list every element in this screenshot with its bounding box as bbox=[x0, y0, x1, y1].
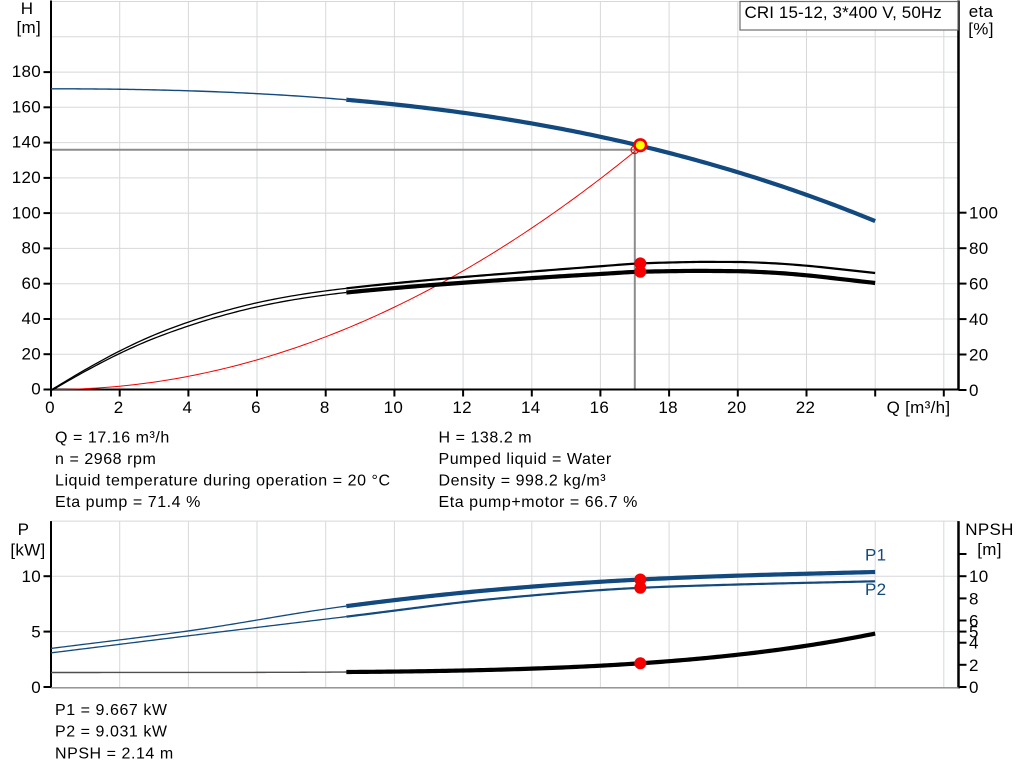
svg-text:120: 120 bbox=[12, 168, 41, 187]
svg-text:180: 180 bbox=[12, 62, 41, 81]
svg-text:[m]: [m] bbox=[977, 540, 1002, 559]
svg-text:Eta pump+motor = 66.7 %: Eta pump+motor = 66.7 % bbox=[439, 494, 638, 511]
svg-text:6: 6 bbox=[969, 611, 979, 630]
svg-text:140: 140 bbox=[12, 133, 41, 152]
svg-text:10: 10 bbox=[969, 567, 989, 586]
svg-text:40: 40 bbox=[969, 310, 989, 329]
svg-text:2: 2 bbox=[969, 656, 979, 675]
svg-text:0: 0 bbox=[31, 678, 41, 697]
svg-text:0: 0 bbox=[31, 380, 41, 399]
svg-text:80: 80 bbox=[21, 239, 41, 258]
svg-text:160: 160 bbox=[12, 97, 41, 116]
svg-text:P2: P2 bbox=[865, 580, 886, 599]
svg-text:10: 10 bbox=[21, 567, 41, 586]
svg-text:Q [m³/h]: Q [m³/h] bbox=[887, 398, 951, 417]
svg-text:20: 20 bbox=[969, 345, 989, 364]
svg-text:80: 80 bbox=[969, 239, 989, 258]
svg-text:2: 2 bbox=[114, 398, 124, 417]
svg-text:60: 60 bbox=[21, 274, 41, 293]
svg-text:Liquid temperature during oper: Liquid temperature during operation = 20… bbox=[55, 472, 391, 489]
svg-text:H = 138.2 m: H = 138.2 m bbox=[439, 430, 533, 447]
svg-text:20: 20 bbox=[21, 344, 41, 363]
svg-text:P: P bbox=[18, 520, 30, 539]
svg-text:P1: P1 bbox=[865, 545, 886, 564]
svg-text:40: 40 bbox=[21, 309, 41, 328]
svg-text:6: 6 bbox=[251, 398, 261, 417]
svg-text:0: 0 bbox=[969, 678, 979, 697]
svg-text:20: 20 bbox=[727, 398, 747, 417]
svg-text:60: 60 bbox=[969, 275, 989, 294]
svg-text:18: 18 bbox=[658, 398, 678, 417]
svg-text:eta: eta bbox=[969, 2, 994, 21]
svg-text:[%]: [%] bbox=[968, 20, 993, 39]
svg-text:12: 12 bbox=[452, 398, 472, 417]
svg-text:[kW]: [kW] bbox=[10, 540, 45, 559]
svg-text:4: 4 bbox=[969, 634, 979, 653]
svg-text:10: 10 bbox=[384, 398, 404, 417]
svg-text:P1 = 9.667 kW: P1 = 9.667 kW bbox=[55, 702, 168, 719]
svg-text:22: 22 bbox=[796, 398, 816, 417]
svg-text:8: 8 bbox=[969, 589, 979, 608]
svg-text:[m]: [m] bbox=[17, 18, 42, 37]
svg-text:Pumped liquid = Water: Pumped liquid = Water bbox=[439, 451, 612, 468]
svg-text:P2 = 9.031 kW: P2 = 9.031 kW bbox=[55, 724, 168, 741]
svg-text:0: 0 bbox=[969, 381, 979, 400]
svg-text:n = 2968 rpm: n = 2968 rpm bbox=[55, 451, 156, 468]
svg-text:Q = 17.16 m³/h: Q = 17.16 m³/h bbox=[55, 430, 170, 447]
svg-text:14: 14 bbox=[521, 398, 541, 417]
svg-text:NPSH: NPSH bbox=[965, 520, 1013, 539]
svg-text:Eta pump = 71.4 %: Eta pump = 71.4 % bbox=[55, 494, 201, 511]
svg-text:H: H bbox=[21, 0, 34, 18]
svg-text:5: 5 bbox=[969, 623, 979, 642]
svg-text:100: 100 bbox=[969, 204, 998, 223]
svg-text:8: 8 bbox=[320, 398, 330, 417]
svg-text:Density = 998.2 kg/m³: Density = 998.2 kg/m³ bbox=[439, 472, 607, 489]
svg-text:5: 5 bbox=[31, 623, 41, 642]
svg-text:4: 4 bbox=[182, 398, 192, 417]
svg-text:16: 16 bbox=[590, 398, 610, 417]
svg-text:CRI 15-12, 3*400 V, 50Hz: CRI 15-12, 3*400 V, 50Hz bbox=[745, 3, 942, 22]
svg-text:0: 0 bbox=[45, 398, 55, 417]
svg-text:NPSH = 2.14 m: NPSH = 2.14 m bbox=[55, 745, 174, 762]
svg-text:100: 100 bbox=[12, 203, 41, 222]
